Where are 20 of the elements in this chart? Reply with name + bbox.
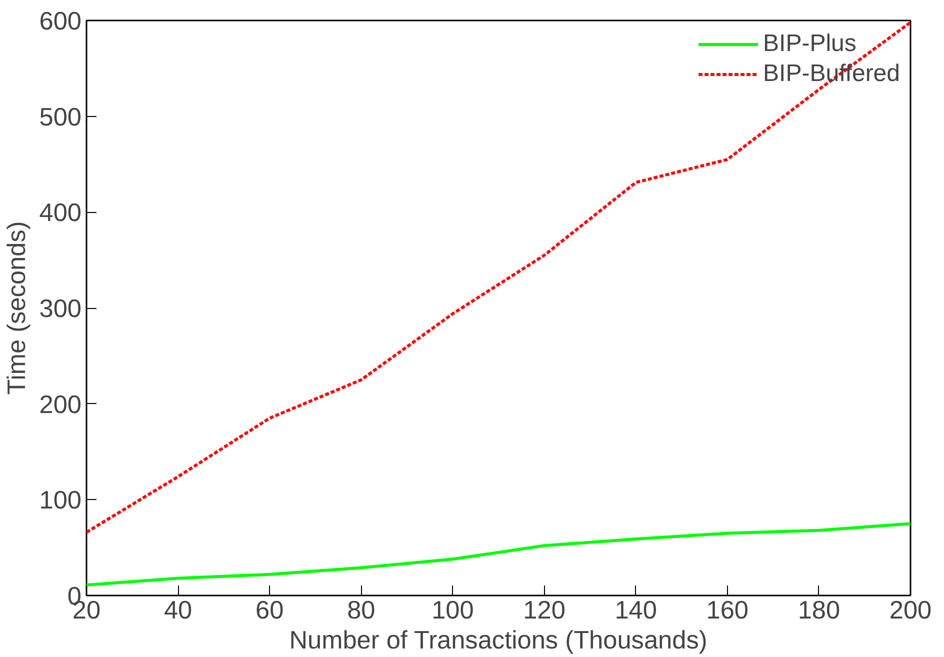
x-tick-label: 140 xyxy=(614,596,657,624)
y-axis-title: Time (seconds) xyxy=(3,221,32,395)
x-tick-label: 40 xyxy=(164,596,192,624)
x-tick-label: 80 xyxy=(347,596,376,624)
x-tick-label: 120 xyxy=(523,596,566,624)
y-tick-label: 600 xyxy=(39,8,82,36)
y-tick-label: 300 xyxy=(39,295,82,323)
y-tick-label: 200 xyxy=(39,390,82,419)
x-tick-label: 180 xyxy=(798,596,840,624)
x-axis-title: Number of Transactions (Thousands) xyxy=(289,626,708,654)
x-tick-label: 160 xyxy=(706,596,749,624)
legend-label: BIP-Plus xyxy=(763,30,856,58)
x-tick-label: 100 xyxy=(432,596,474,624)
y-tick-label: 100 xyxy=(39,486,82,515)
y-tick-label: 500 xyxy=(39,103,82,132)
line-series xyxy=(86,20,910,534)
x-tick-label: 200 xyxy=(889,596,932,624)
y-tick-label: 400 xyxy=(39,199,82,228)
x-tick-label: 60 xyxy=(256,596,284,624)
line-series xyxy=(86,522,910,586)
